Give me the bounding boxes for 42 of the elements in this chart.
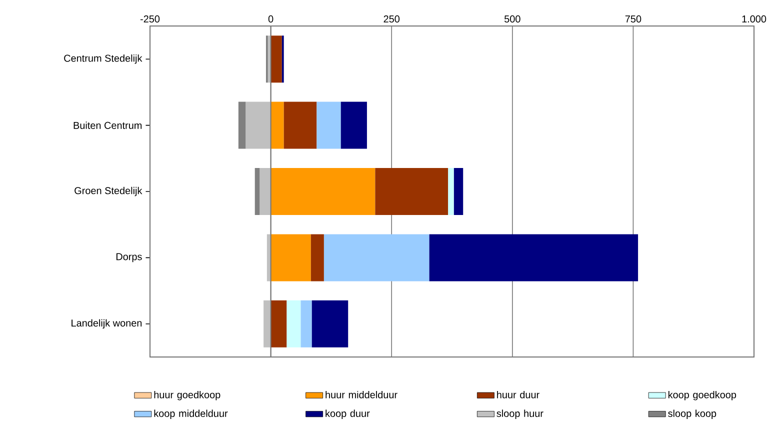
bar xyxy=(429,234,638,282)
y-tick-label: Landelijk wonen xyxy=(72,319,142,329)
bar xyxy=(375,168,448,216)
x-tick-label: 500 xyxy=(504,15,520,22)
bar xyxy=(286,300,301,348)
legend-label: huur duur xyxy=(497,390,540,398)
bar xyxy=(266,234,271,282)
bar xyxy=(270,102,284,149)
legend-label: sloop koop xyxy=(668,410,716,419)
bar xyxy=(324,234,430,282)
legend-label: koop middelduur xyxy=(154,410,228,419)
bar xyxy=(340,102,367,149)
x-tick-label: -250 xyxy=(140,15,160,22)
bar xyxy=(316,102,341,149)
x-tick-label: 750 xyxy=(625,15,642,22)
bar xyxy=(270,168,376,216)
x-tick-label: 0 xyxy=(268,15,274,22)
legend-label: koop duur xyxy=(326,410,370,419)
y-tick-label: Centrum Stedelijk xyxy=(64,54,142,64)
legend-label: huur goedkoop xyxy=(154,390,220,400)
legend-label: huur middelduur xyxy=(326,390,398,398)
bar xyxy=(270,36,282,83)
legend-label: koop goedkoop xyxy=(668,390,736,400)
bar xyxy=(254,168,260,216)
y-tick-label: Dorps xyxy=(116,253,142,262)
bar xyxy=(448,168,454,216)
x-tick-label: 1.000 xyxy=(742,15,766,22)
bar xyxy=(300,300,312,348)
x-tick-label: 250 xyxy=(384,15,400,22)
bar xyxy=(284,102,317,149)
bar xyxy=(454,168,464,216)
bar xyxy=(238,102,246,149)
legend-label: sloop huur xyxy=(496,410,544,419)
bar xyxy=(270,300,287,348)
y-tick-label: Groen Stedelijk xyxy=(74,186,142,196)
bar xyxy=(312,300,348,348)
bar xyxy=(264,300,271,348)
bar xyxy=(310,234,324,282)
bar xyxy=(260,168,271,216)
bar xyxy=(270,234,311,282)
bar xyxy=(246,102,271,149)
y-tick-label: Buiten Centrum xyxy=(74,122,142,129)
